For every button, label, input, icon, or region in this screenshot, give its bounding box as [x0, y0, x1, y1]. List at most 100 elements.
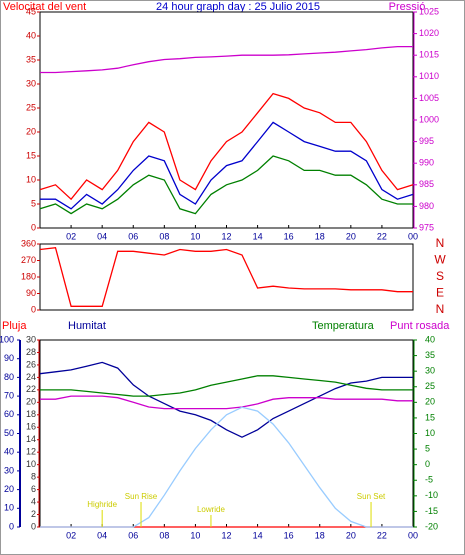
x-tick-label: 16	[284, 530, 294, 540]
rain-tick-label: 18	[26, 409, 36, 419]
y-tick-label: 25	[26, 102, 36, 112]
rain-tick-label: 8	[31, 472, 36, 482]
y-tick-label: 360	[21, 238, 36, 248]
y-tick-label: 60	[4, 409, 14, 419]
series-line	[40, 375, 413, 397]
rain-tick-label: 12	[26, 447, 36, 457]
y2-tick-label: 990	[419, 158, 434, 168]
x-tick-label: 18	[315, 530, 325, 540]
y2-tick-label: 0	[425, 459, 430, 469]
series-line	[40, 45, 413, 74]
series-line	[40, 121, 414, 210]
y2-tick-label: 1020	[419, 28, 439, 38]
x-tick-label: 02	[66, 530, 76, 540]
y2-tick-label: 980	[419, 201, 434, 211]
x-tick-label: 12	[221, 530, 231, 540]
series-line	[39, 155, 413, 215]
y2-tick-label: 985	[419, 179, 434, 189]
x-tick-label: 10	[190, 231, 200, 241]
rain-tick-label: 0	[31, 521, 36, 531]
y-tick-label: 50	[4, 428, 14, 438]
y-tick-label: 80	[4, 372, 14, 382]
y2-tick-label: 975	[419, 222, 434, 232]
rain-tick-label: 4	[31, 496, 36, 506]
y-tick-label: 40	[26, 30, 36, 40]
y2-tick-label: 35	[425, 350, 435, 360]
x-tick-label: 12	[221, 231, 231, 241]
y-tick-label: 5	[31, 198, 36, 208]
x-tick-label: 22	[377, 530, 387, 540]
y-tick-label: 20	[26, 126, 36, 136]
y-tick-label: 70	[4, 390, 14, 400]
y-tick-label: 10	[26, 174, 36, 184]
rain-tick-label: 2	[31, 509, 36, 519]
y-tick-label: 90	[26, 288, 36, 298]
x-tick-label: 18	[315, 231, 325, 241]
rain-tick-label: 14	[26, 434, 36, 444]
series-line	[39, 92, 414, 201]
y2-tick-label: -20	[425, 521, 438, 531]
rain-tick-label: 6	[31, 484, 36, 494]
y-tick-label: 0	[31, 222, 36, 232]
y2-tick-label: 40	[425, 334, 435, 344]
y-tick-label: 100	[0, 334, 14, 344]
x-tick-label: 08	[159, 231, 169, 241]
pressure-label: Pressió	[389, 1, 426, 13]
y-tick-label: 40	[4, 447, 14, 457]
rain-tick-label: 28	[26, 347, 36, 357]
y-tick-label: 0	[31, 304, 36, 314]
series-line	[40, 395, 413, 410]
x-tick-label: 00	[408, 530, 418, 540]
humidity-label: Humitat	[68, 320, 106, 332]
annotation: Sun Set	[357, 492, 386, 501]
x-tick-label: 06	[128, 231, 138, 241]
y2-tick-label: -5	[425, 475, 433, 485]
compass-label: W	[434, 253, 446, 267]
temperature-label: Temperatura	[312, 320, 375, 332]
y2-tick-label: 1010	[419, 71, 439, 81]
series-line	[39, 246, 413, 307]
y-tick-label: 270	[21, 255, 36, 265]
annotation: Lowride	[197, 505, 226, 514]
annotation: Sun Rise	[125, 492, 158, 501]
y-tick-label: 45	[26, 6, 36, 16]
x-tick-label: 14	[253, 530, 263, 540]
rain-label: Pluja	[2, 320, 27, 332]
y2-tick-label: 1000	[419, 114, 439, 124]
y-tick-label: 0	[9, 521, 14, 531]
rain-tick-label: 10	[26, 459, 36, 469]
y-tick-label: 30	[4, 465, 14, 475]
y-tick-label: 35	[26, 54, 36, 64]
rain-tick-label: 20	[26, 397, 36, 407]
rain-tick-label: 16	[26, 422, 36, 432]
dewpoint-label: Punt rosada	[390, 320, 450, 332]
y2-tick-label: 5	[425, 443, 430, 453]
rain-tick-label: 24	[26, 372, 36, 382]
y2-tick-label: 25	[425, 381, 435, 391]
y-tick-label: 180	[21, 271, 36, 281]
rain-tick-label: 26	[26, 359, 36, 369]
x-tick-label: 04	[97, 530, 107, 540]
x-tick-label: 06	[128, 530, 138, 540]
annotation: Highride	[87, 500, 117, 509]
compass-label: E	[436, 286, 444, 300]
y-tick-label: 10	[4, 503, 14, 513]
y-tick-label: 90	[4, 353, 14, 363]
wind-label: Velocitat del vent	[3, 1, 86, 13]
y-tick-label: 20	[4, 484, 14, 494]
rain-tick-label: 30	[26, 334, 36, 344]
x-tick-label: 20	[346, 530, 356, 540]
compass-label: N	[436, 302, 445, 316]
y2-tick-label: 1015	[419, 50, 439, 60]
y2-tick-label: 10	[425, 428, 435, 438]
chart-title: 24 hour graph day : 25 Julio 2015	[156, 1, 320, 13]
x-tick-label: 00	[408, 231, 418, 241]
x-tick-label: 10	[190, 530, 200, 540]
y2-tick-label: 15	[425, 412, 435, 422]
y2-tick-label: -10	[425, 490, 438, 500]
x-tick-label: 04	[97, 231, 107, 241]
y-tick-label: 15	[26, 150, 36, 160]
x-tick-label: 16	[284, 231, 294, 241]
